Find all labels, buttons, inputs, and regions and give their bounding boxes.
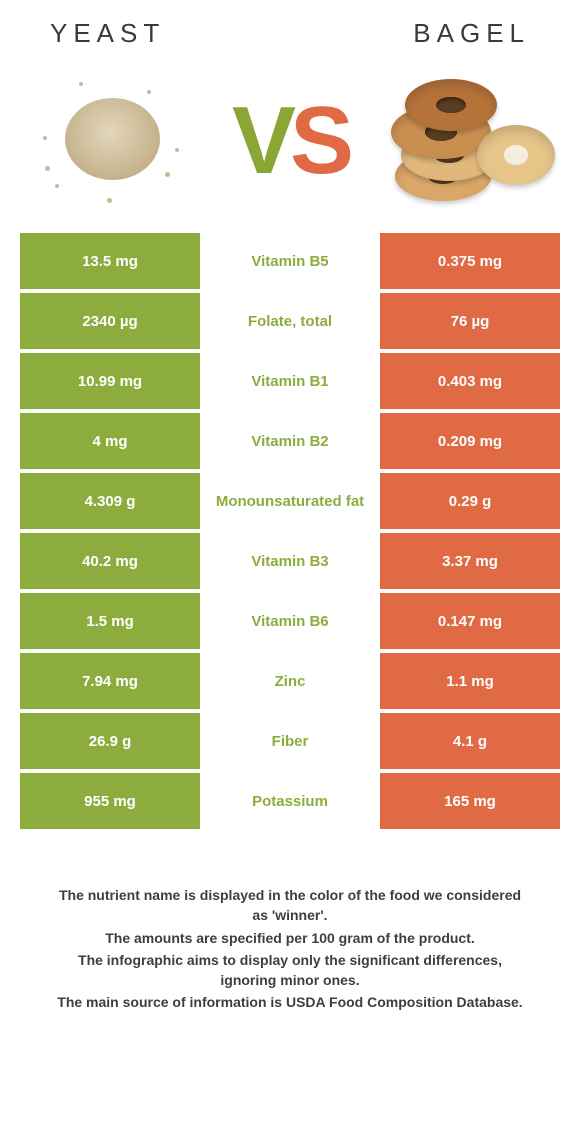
table-row: 2340 µgFolate, total76 µg — [20, 293, 560, 349]
left-food-title: YEAST — [50, 18, 165, 49]
right-value-cell: 0.147 mg — [380, 593, 560, 649]
nutrient-name-cell: Fiber — [200, 713, 380, 769]
left-value-cell: 955 mg — [20, 773, 200, 829]
left-value-cell: 13.5 mg — [20, 233, 200, 289]
footnote-line: The infographic aims to display only the… — [50, 950, 530, 991]
right-value-cell: 4.1 g — [380, 713, 560, 769]
footnotes: The nutrient name is displayed in the co… — [20, 833, 560, 1013]
nutrient-table: 13.5 mgVitamin B50.375 mg2340 µgFolate, … — [20, 233, 560, 829]
left-value-cell: 10.99 mg — [20, 353, 200, 409]
left-food-image — [24, 71, 199, 211]
right-value-cell: 0.403 mg — [380, 353, 560, 409]
left-value-cell: 40.2 mg — [20, 533, 200, 589]
nutrient-name-cell: Vitamin B2 — [200, 413, 380, 469]
table-row: 7.94 mgZinc1.1 mg — [20, 653, 560, 709]
right-value-cell: 1.1 mg — [380, 653, 560, 709]
table-row: 10.99 mgVitamin B10.403 mg — [20, 353, 560, 409]
nutrient-name-cell: Vitamin B3 — [200, 533, 380, 589]
nutrient-name-cell: Zinc — [200, 653, 380, 709]
right-value-cell: 0.29 g — [380, 473, 560, 529]
yeast-icon — [37, 76, 187, 206]
nutrient-name-cell: Vitamin B6 — [200, 593, 380, 649]
bagel-icon — [381, 71, 556, 211]
nutrient-name-cell: Potassium — [200, 773, 380, 829]
left-value-cell: 7.94 mg — [20, 653, 200, 709]
right-value-cell: 3.37 mg — [380, 533, 560, 589]
right-food-title: BAGEL — [413, 18, 530, 49]
footnote-line: The amounts are specified per 100 gram o… — [50, 928, 530, 948]
title-row: YEAST BAGEL — [20, 18, 560, 65]
table-row: 4 mgVitamin B20.209 mg — [20, 413, 560, 469]
right-value-cell: 0.375 mg — [380, 233, 560, 289]
table-row: 1.5 mgVitamin B60.147 mg — [20, 593, 560, 649]
right-food-image — [381, 71, 556, 211]
hero-row: VS — [20, 65, 560, 233]
right-value-cell: 0.209 mg — [380, 413, 560, 469]
left-value-cell: 4 mg — [20, 413, 200, 469]
footnote-line: The main source of information is USDA F… — [50, 992, 530, 1012]
vs-s: S — [290, 87, 348, 194]
nutrient-name-cell: Folate, total — [200, 293, 380, 349]
table-row: 13.5 mgVitamin B50.375 mg — [20, 233, 560, 289]
table-row: 40.2 mgVitamin B33.37 mg — [20, 533, 560, 589]
vs-v: V — [232, 87, 290, 194]
left-value-cell: 26.9 g — [20, 713, 200, 769]
left-value-cell: 4.309 g — [20, 473, 200, 529]
nutrient-name-cell: Monounsaturated fat — [200, 473, 380, 529]
right-value-cell: 76 µg — [380, 293, 560, 349]
table-row: 955 mgPotassium165 mg — [20, 773, 560, 829]
nutrient-name-cell: Vitamin B1 — [200, 353, 380, 409]
nutrient-name-cell: Vitamin B5 — [200, 233, 380, 289]
footnote-line: The nutrient name is displayed in the co… — [50, 885, 530, 926]
table-row: 26.9 gFiber4.1 g — [20, 713, 560, 769]
table-row: 4.309 gMonounsaturated fat0.29 g — [20, 473, 560, 529]
left-value-cell: 1.5 mg — [20, 593, 200, 649]
right-value-cell: 165 mg — [380, 773, 560, 829]
vs-label: VS — [232, 93, 348, 189]
left-value-cell: 2340 µg — [20, 293, 200, 349]
